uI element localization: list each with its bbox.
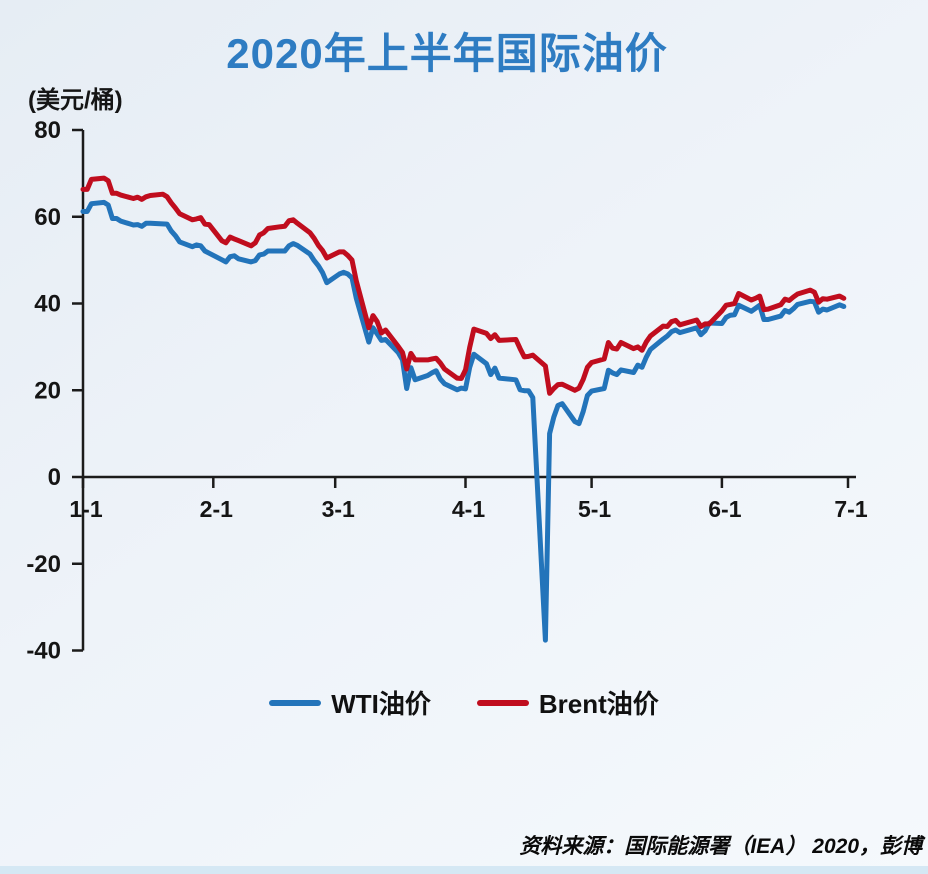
source-attribution: 资料来源：国际能源署（IEA） 2020，彭博: [519, 835, 922, 858]
y-tick-label: 0: [48, 464, 61, 491]
brent-price-line: [80, 175, 847, 396]
line-chart: 80 60 40 20 0 -20 -40 1-1 2-1 3-1 4-1 5-1 6-1 7-1: [26, 117, 868, 665]
wti-price-line: [80, 199, 847, 643]
bottom-strip: [0, 866, 928, 874]
legend-label-wti: WTI油价: [331, 689, 431, 719]
legend-item-wti: WTI油价: [269, 684, 431, 721]
y-tick-label: 20: [34, 377, 61, 404]
brent-line-swatch: [476, 699, 529, 706]
chart-title: 2020年上半年国际油价: [226, 30, 668, 77]
x-tick-label: 2-1: [200, 496, 233, 522]
y-axis-unit-label: (美元/桶): [28, 87, 123, 114]
wti-line-swatch: [269, 699, 322, 706]
y-tick-label: 60: [34, 204, 61, 231]
x-tick-label: 3-1: [322, 496, 355, 522]
y-tick-label: 40: [34, 291, 61, 318]
legend-label-brent: Brent油价: [538, 689, 659, 719]
y-tick-label: 80: [34, 117, 61, 144]
x-tick-label: 5-1: [578, 496, 611, 522]
y-tick-label: -20: [26, 551, 61, 578]
y-tick-label: -40: [26, 638, 61, 665]
x-tick-label: 6-1: [708, 496, 741, 522]
legend-item-brent: Brent油价: [476, 684, 659, 721]
legend: WTI油价 Brent油价: [0, 684, 928, 721]
x-tick-label: 1-1: [69, 496, 102, 522]
x-tick-label: 4-1: [452, 496, 485, 522]
x-tick-label: 7-1: [834, 496, 867, 522]
